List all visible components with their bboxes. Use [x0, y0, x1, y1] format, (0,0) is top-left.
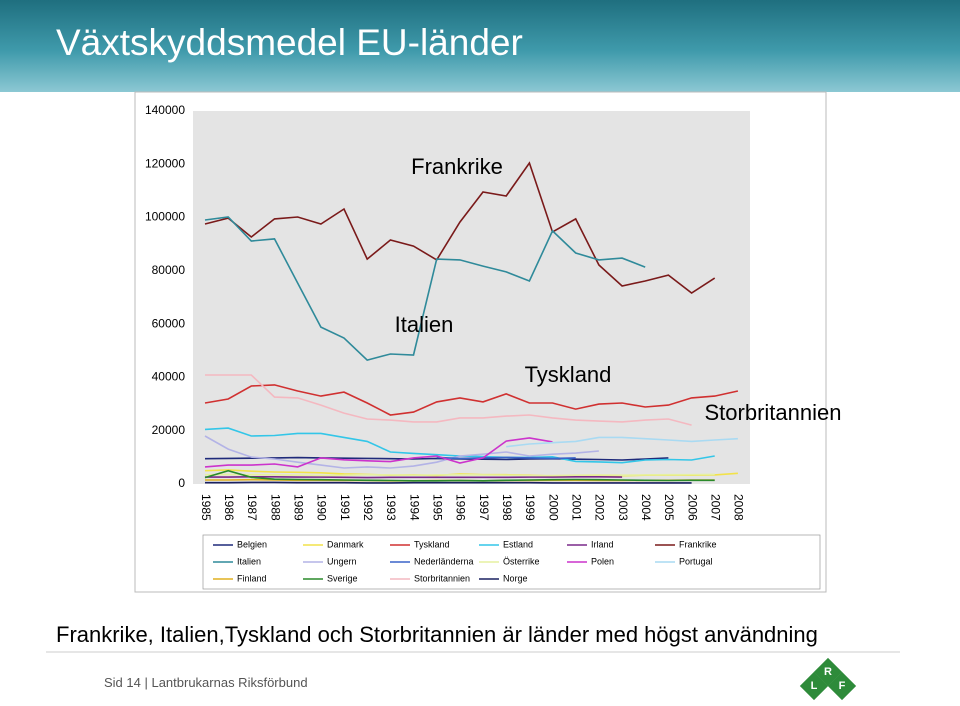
- x-tick-label: 1993: [384, 494, 398, 521]
- legend-label: Estland: [503, 539, 533, 549]
- series-line: [205, 374, 692, 426]
- logo: R L F: [799, 657, 857, 701]
- annotation: Italien: [395, 312, 454, 337]
- summary-text: Frankrike, Italien,Tyskland och Storbrit…: [56, 622, 818, 647]
- legend-label: Italien: [237, 556, 261, 566]
- x-tick-label: 1987: [245, 494, 259, 521]
- legend-label: Norge: [503, 573, 528, 583]
- series-line: [204, 216, 646, 361]
- legend-label: Portugal: [679, 556, 713, 566]
- x-tick-label: 1986: [222, 494, 236, 521]
- series-line: [204, 456, 669, 461]
- x-tick-label: 2000: [546, 494, 560, 521]
- logo-diamond: [827, 671, 857, 701]
- annotation: Frankrike: [411, 154, 503, 179]
- y-tick-label: 100000: [145, 210, 185, 224]
- footer-text: Sid 14 | Lantbrukarnas Riksförbund: [104, 675, 308, 690]
- x-tick-label: 1985: [199, 494, 213, 521]
- x-tick-label: 1997: [477, 494, 491, 521]
- y-tick-label: 80000: [152, 263, 186, 277]
- x-tick-label: 1999: [523, 494, 537, 521]
- legend-label: Ungern: [327, 556, 357, 566]
- logo-letter: F: [839, 680, 846, 692]
- legend-label: Tyskland: [414, 539, 450, 549]
- x-tick-label: 2005: [662, 494, 676, 521]
- x-tick-label: 1996: [454, 494, 468, 521]
- series-line: [205, 481, 692, 484]
- annotation: Storbritannien: [705, 400, 842, 425]
- legend-label: Belgien: [237, 539, 267, 549]
- x-tick-label: 1990: [315, 494, 329, 521]
- y-tick-label: 0: [178, 476, 185, 490]
- logo-diamond: [799, 671, 829, 701]
- slide-title: Växtskyddsmedel EU-länder: [56, 22, 523, 63]
- x-tick-label: 1992: [361, 494, 375, 521]
- x-tick-label: 2004: [639, 494, 653, 521]
- x-tick-label: 1994: [407, 494, 421, 521]
- x-tick-label: 1988: [268, 494, 282, 521]
- x-tick-label: 1991: [338, 494, 352, 521]
- legend-label: Polen: [591, 556, 614, 566]
- y-tick-label: 20000: [152, 423, 186, 437]
- legend-label: Frankrike: [679, 539, 717, 549]
- x-tick-label: 2001: [570, 494, 584, 521]
- y-tick-label: 60000: [152, 316, 186, 330]
- legend-label: Nederländerna: [414, 556, 474, 566]
- x-tick-label: 2008: [732, 494, 746, 521]
- title-banner: [0, 0, 960, 92]
- series-line: [204, 469, 715, 482]
- series-line: [204, 437, 553, 468]
- x-tick-label: 1995: [431, 494, 445, 521]
- legend-label: Danmark: [327, 539, 364, 549]
- x-tick-label: 2007: [709, 494, 723, 521]
- y-tick-label: 120000: [145, 156, 185, 170]
- legend-label: Storbritannien: [414, 573, 470, 583]
- legend-label: Finland: [237, 573, 267, 583]
- series-line: [436, 456, 576, 460]
- x-tick-label: 1989: [292, 494, 306, 521]
- y-tick-label: 40000: [152, 370, 186, 384]
- x-tick-label: 2002: [593, 494, 607, 521]
- annotation: Tyskland: [525, 362, 612, 387]
- x-tick-label: 1998: [500, 494, 514, 521]
- plot-area: [193, 111, 750, 484]
- series-line: [205, 476, 623, 479]
- series-line: [204, 384, 739, 416]
- logo-letter: R: [824, 666, 832, 678]
- series-line: [204, 435, 599, 469]
- legend-label: Österrike: [503, 556, 540, 566]
- y-tick-label: 140000: [145, 103, 185, 117]
- legend-label: Irland: [591, 539, 614, 549]
- series-line: [204, 161, 716, 294]
- series-line: [506, 436, 738, 448]
- logo-letter: L: [811, 680, 818, 692]
- legend-label: Sverige: [327, 573, 358, 583]
- series-line: [204, 473, 715, 477]
- x-tick-label: 2006: [685, 494, 699, 521]
- x-tick-label: 2003: [616, 494, 630, 521]
